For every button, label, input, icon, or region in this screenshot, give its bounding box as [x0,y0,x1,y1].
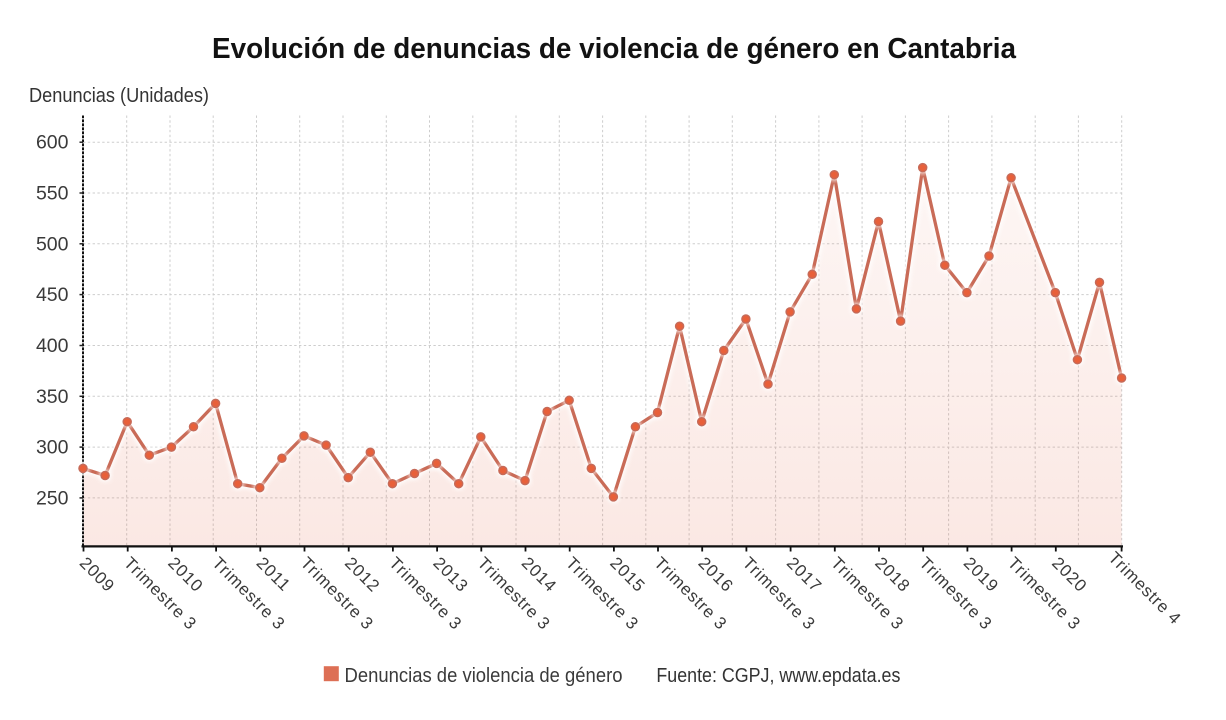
svg-text:500: 500 [36,233,69,255]
svg-text:Evolución de denuncias de viol: Evolución de denuncias de violencia de g… [212,33,1017,65]
svg-text:Denuncias (Unidades): Denuncias (Unidades) [29,85,209,107]
svg-text:600: 600 [36,132,69,154]
svg-text:Denuncias de violencia de géne: Denuncias de violencia de género [345,665,623,687]
svg-text:350: 350 [36,386,69,408]
svg-text:250: 250 [36,487,69,509]
svg-text:Fuente: CGPJ, www.epdata.es: Fuente: CGPJ, www.epdata.es [656,665,900,687]
svg-text:300: 300 [36,437,69,459]
svg-text:550: 550 [36,183,69,205]
svg-text:400: 400 [36,335,69,357]
svg-text:450: 450 [36,284,69,306]
